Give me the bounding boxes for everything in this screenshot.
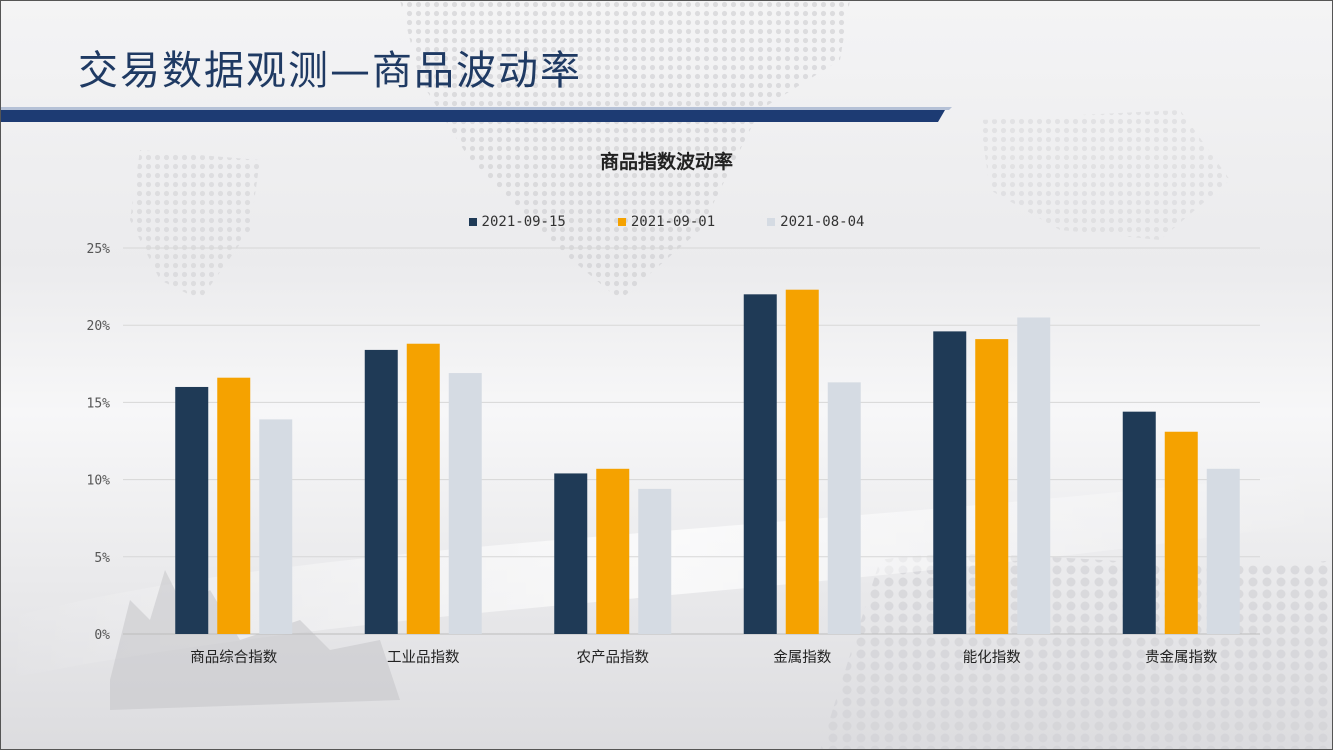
bar <box>596 468 630 634</box>
y-tick-label: 10% <box>87 474 111 489</box>
bar <box>406 343 440 634</box>
legend-swatch <box>767 218 776 226</box>
bar <box>743 294 777 634</box>
x-category-label: 贵金属指数 <box>1145 649 1218 666</box>
bar <box>785 289 819 634</box>
bar <box>638 488 672 634</box>
x-category-label: 商品综合指数 <box>190 649 277 666</box>
legend-item: 2021-08-04 <box>767 214 864 230</box>
legend-label: 2021-09-01 <box>630 214 716 230</box>
y-tick-label: 20% <box>87 319 111 334</box>
bar <box>933 331 967 634</box>
y-tick-label: 15% <box>87 396 111 411</box>
bar <box>1206 468 1240 634</box>
slide-title: 交易数据观测—商品波动率 <box>78 48 582 94</box>
bar <box>259 419 293 634</box>
legend-swatch <box>468 218 477 226</box>
chart-legend: 2021-09-15 2021-09-01 2021-08-04 <box>0 214 1333 230</box>
bar <box>1164 431 1198 634</box>
legend-label: 2021-09-15 <box>481 214 566 230</box>
bar <box>554 473 588 634</box>
bar <box>175 386 209 634</box>
bar <box>827 382 861 634</box>
y-tick-label: 5% <box>94 551 110 566</box>
x-category-label: 工业品指数 <box>387 649 460 666</box>
legend-label: 2021-08-04 <box>780 214 865 230</box>
x-category-label: 能化指数 <box>963 649 1021 666</box>
bar <box>1017 317 1051 634</box>
title-underline-band <box>0 107 952 122</box>
bar <box>448 373 482 634</box>
x-category-label: 农产品指数 <box>577 649 650 666</box>
legend-swatch <box>617 218 626 226</box>
y-tick-label: 0% <box>94 628 110 643</box>
legend-item: 2021-09-15 <box>468 214 566 230</box>
chart-title: 商品指数波动率 <box>599 151 733 173</box>
bar <box>975 339 1009 634</box>
bar <box>364 349 398 634</box>
legend-item: 2021-09-01 <box>617 214 716 230</box>
bar <box>217 377 251 634</box>
bar <box>1122 411 1156 634</box>
y-tick-label: 25% <box>87 242 111 257</box>
x-category-label: 金属指数 <box>773 649 831 666</box>
